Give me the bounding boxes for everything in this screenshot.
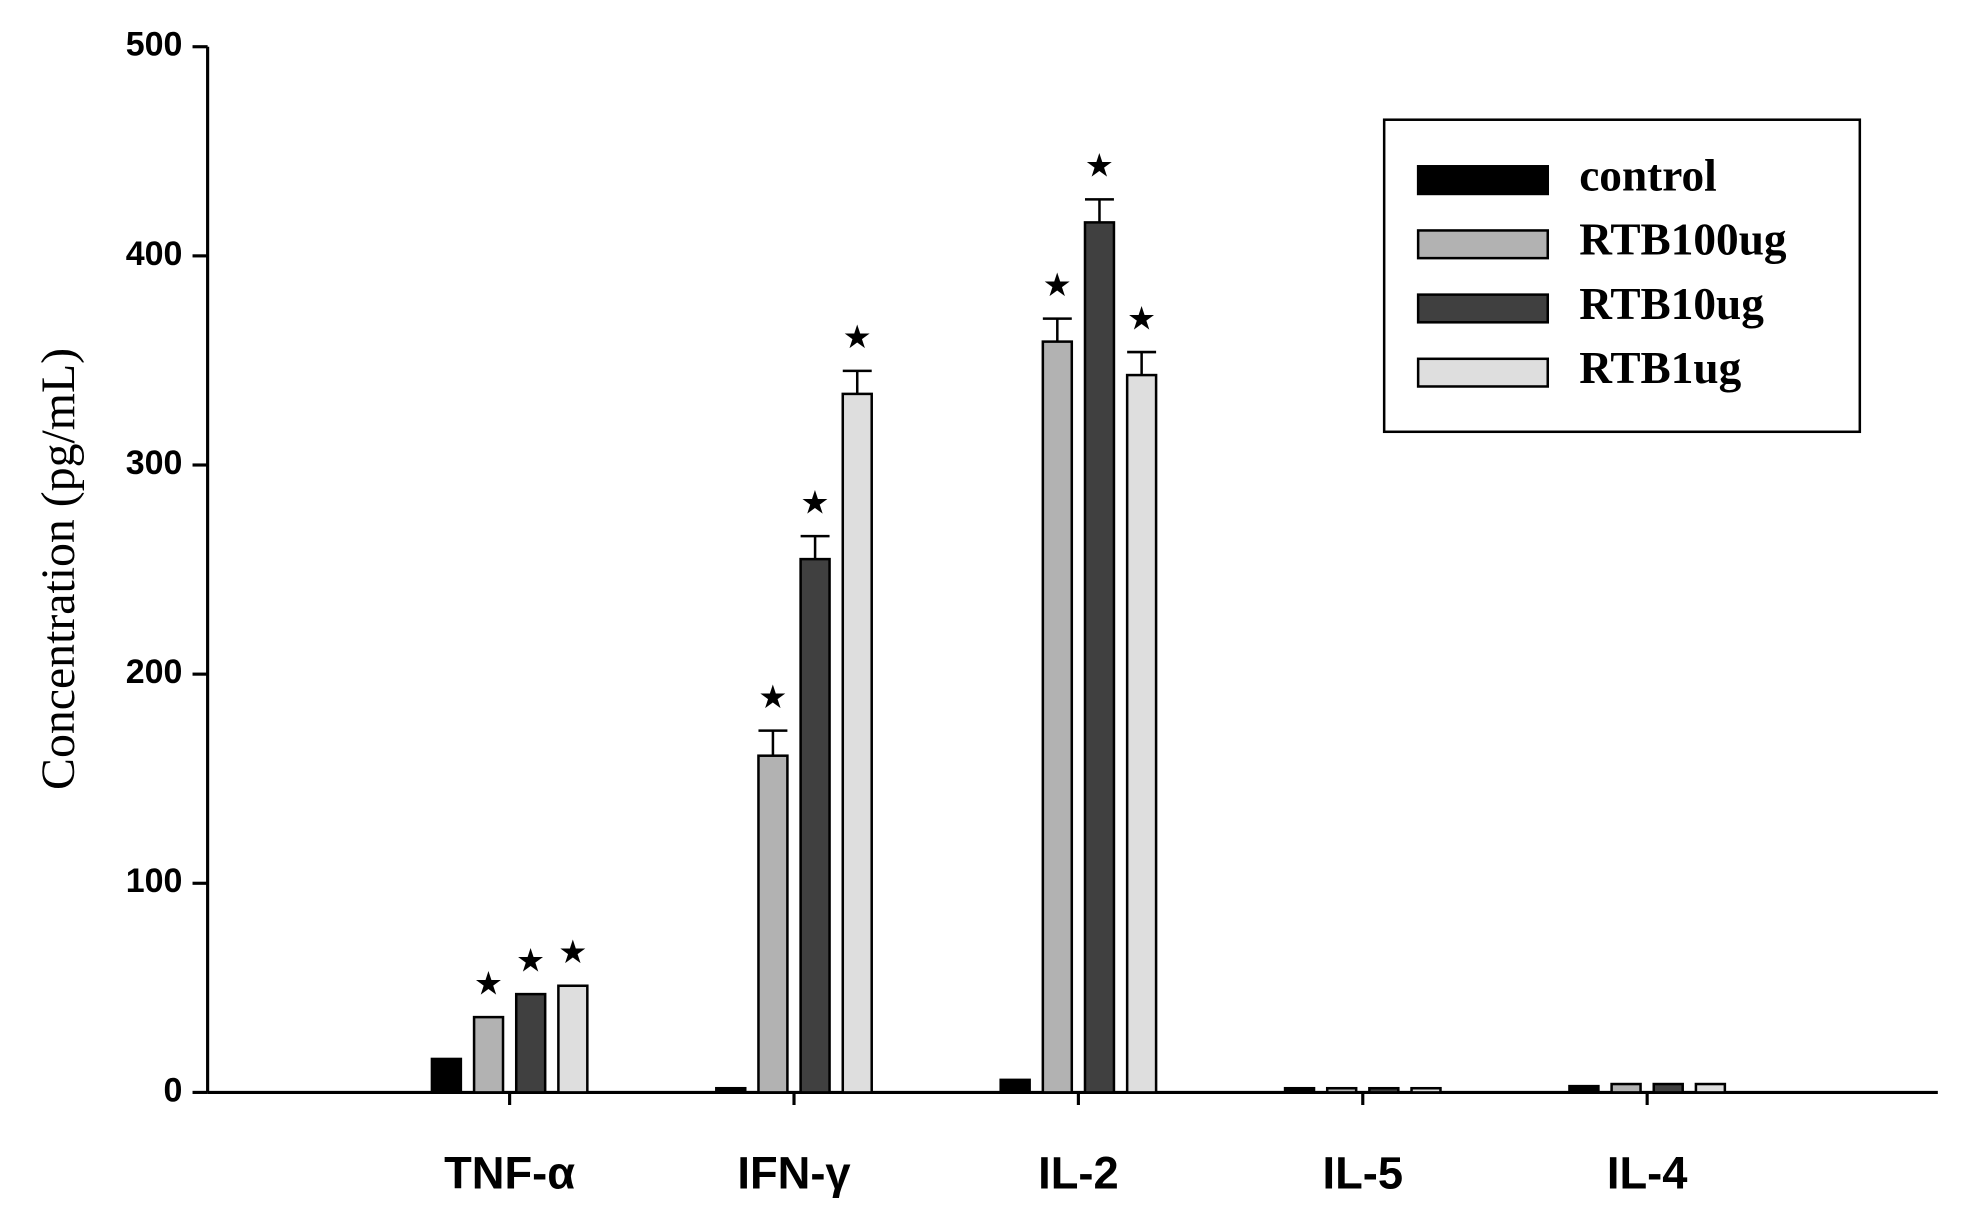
significance-marker: ★ — [516, 943, 545, 979]
y-tick-label: 500 — [126, 26, 183, 64]
y-tick-label: 300 — [126, 444, 183, 482]
x-tick-label: IL-5 — [1323, 1148, 1404, 1199]
bar — [1410, 1086, 1442, 1094]
bar — [1083, 221, 1116, 1094]
significance-marker: ★ — [1127, 301, 1156, 337]
bar — [1283, 1086, 1316, 1094]
bar — [557, 984, 589, 1094]
bar — [472, 1015, 505, 1094]
legend-swatch — [1416, 357, 1550, 388]
bar — [999, 1078, 1031, 1094]
bar — [1041, 340, 1074, 1094]
x-tick-label: IL-2 — [1038, 1148, 1119, 1199]
bar — [1694, 1082, 1727, 1094]
legend-swatch — [1416, 229, 1550, 260]
bar — [757, 754, 789, 1094]
bar — [841, 392, 873, 1094]
significance-marker: ★ — [800, 485, 829, 521]
bar — [1652, 1082, 1684, 1094]
x-tick-label: TNF-α — [444, 1148, 575, 1199]
bar — [514, 992, 547, 1094]
legend-label: RTB100ug — [1579, 215, 1787, 265]
bar — [799, 557, 831, 1094]
legend-label: control — [1579, 151, 1717, 201]
bar — [430, 1057, 463, 1094]
bar — [1568, 1084, 1600, 1094]
y-tick-label: 400 — [126, 235, 183, 273]
bar — [1325, 1086, 1358, 1094]
bar — [1368, 1086, 1400, 1094]
y-tick-label: 100 — [126, 862, 183, 900]
significance-marker: ★ — [1085, 149, 1114, 185]
significance-marker: ★ — [474, 966, 503, 1002]
x-tick-label: IL-4 — [1607, 1148, 1688, 1199]
significance-marker: ★ — [758, 680, 787, 716]
bar — [1610, 1082, 1642, 1094]
y-tick-label: 200 — [126, 653, 183, 691]
legend-swatch — [1416, 165, 1550, 196]
legend-label: RTB1ug — [1579, 343, 1741, 393]
y-axis-label: Concentration (pg/mL) — [32, 348, 85, 790]
bar — [715, 1086, 747, 1094]
significance-marker: ★ — [558, 935, 587, 971]
y-tick-label: 0 — [164, 1071, 183, 1109]
x-tick-label: IFN-γ — [737, 1148, 851, 1199]
significance-marker: ★ — [1043, 268, 1072, 304]
significance-marker: ★ — [843, 320, 872, 356]
legend-label: RTB10ug — [1579, 279, 1764, 329]
legend-swatch — [1416, 293, 1550, 324]
bar — [1125, 373, 1158, 1094]
